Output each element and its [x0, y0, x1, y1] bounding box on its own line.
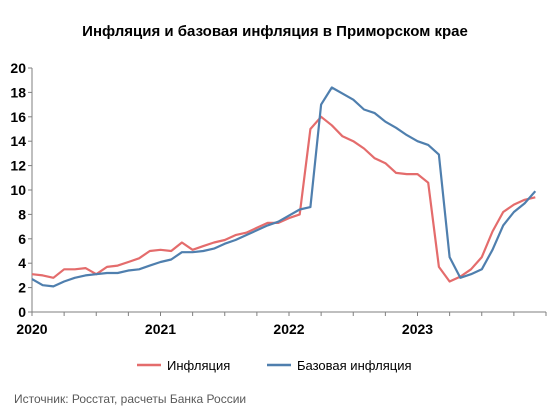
y-tick-label: 14 [10, 133, 26, 149]
y-tick-label: 2 [18, 280, 26, 296]
y-tick-label: 10 [10, 182, 26, 198]
y-tick-label: 16 [10, 109, 26, 125]
legend-label: Базовая инфляция [297, 358, 412, 373]
x-tick-label: 2020 [16, 321, 47, 337]
y-tick-label: 0 [18, 304, 26, 320]
y-tick-label: 6 [18, 231, 26, 247]
legend-label: Инфляция [167, 358, 230, 373]
y-tick-label: 18 [10, 84, 26, 100]
series-line-core-inflation [31, 86, 537, 288]
x-tick-label: 2021 [145, 321, 176, 337]
x-tick-label: 2022 [273, 321, 304, 337]
y-tick-label: 12 [10, 158, 26, 174]
chart-series [31, 86, 537, 288]
chart-legend: Инфляция Базовая инфляция [137, 358, 412, 373]
y-tick-label: 8 [18, 206, 26, 222]
y-tick-label: 4 [18, 255, 26, 271]
chart-title: Инфляция и базовая инфляция в Приморском… [82, 23, 468, 40]
source-note: Источник: Росстат, расчеты Банка России [14, 392, 247, 406]
series-line-inflation [31, 115, 536, 283]
y-tick-label: 20 [10, 60, 26, 76]
x-tick-label: 2023 [402, 321, 433, 337]
